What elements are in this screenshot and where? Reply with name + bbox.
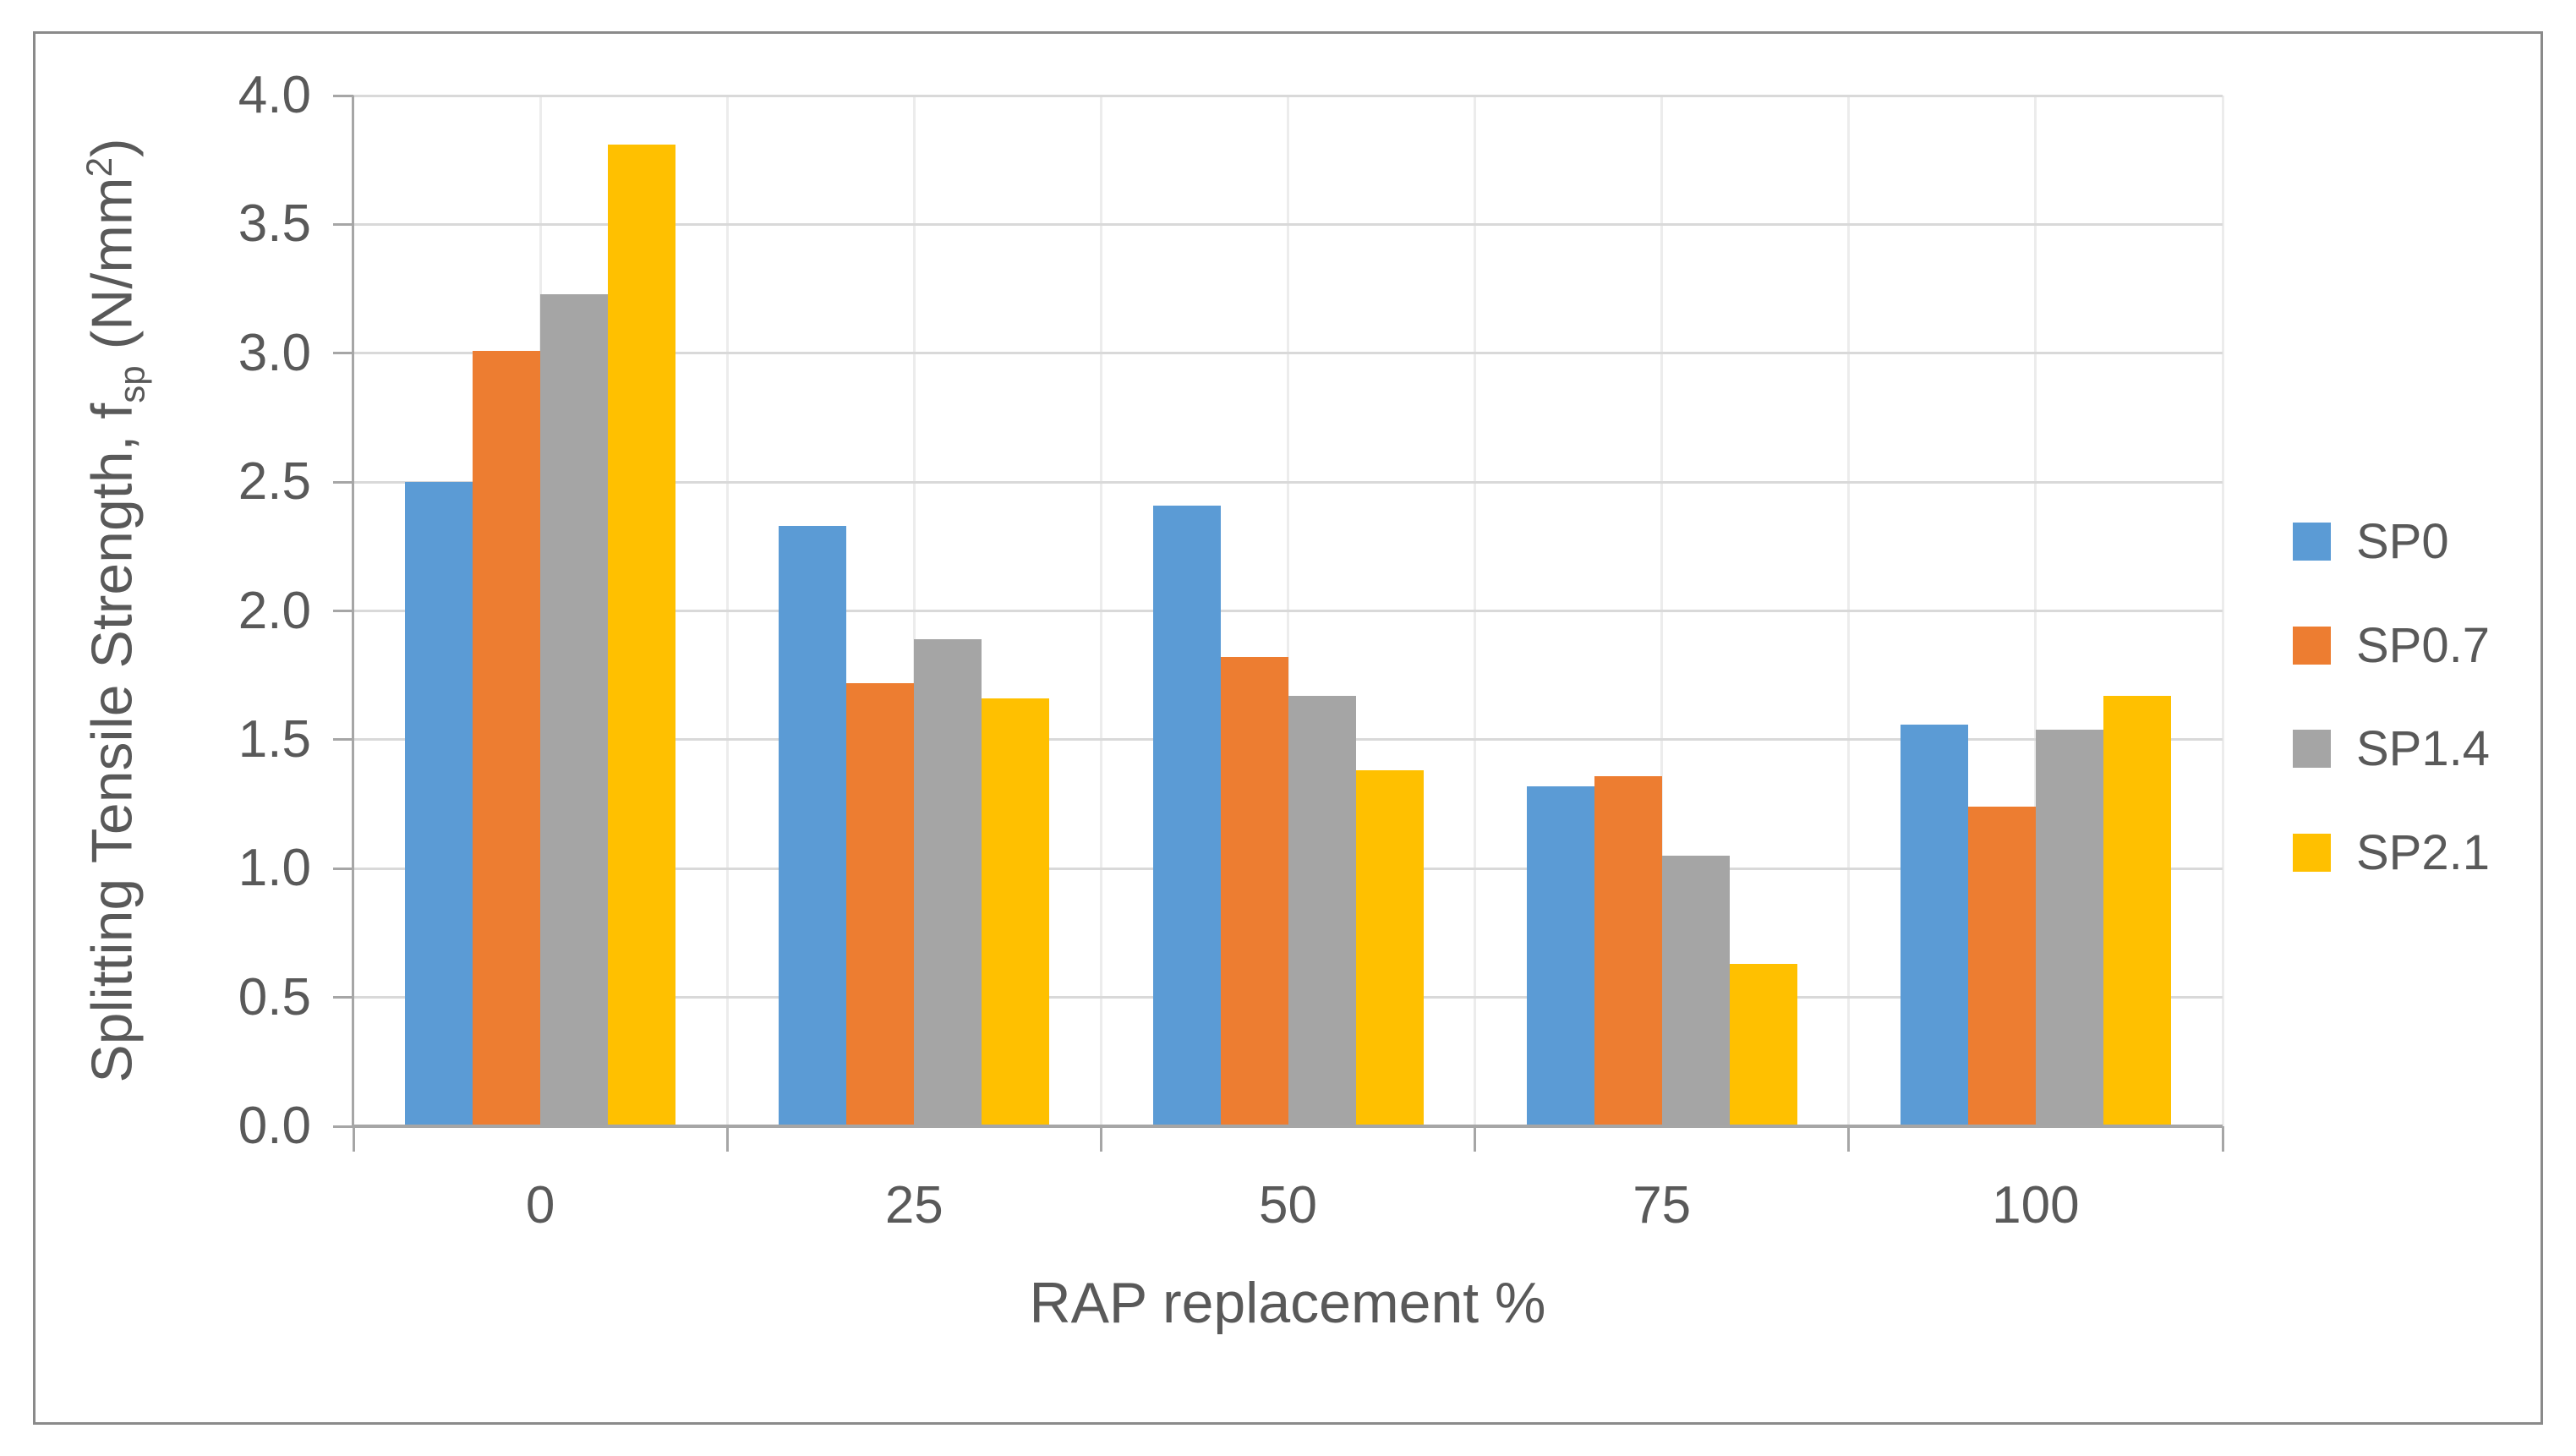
horizontal-gridline [353,480,2223,484]
y-tick-mark [333,352,353,355]
bar-SP2.1-0 [608,144,676,1126]
y-tick-label: 0.0 [238,1097,311,1155]
x-tick-label: 25 [884,1176,943,1234]
legend-item-SP0.7: SP0.7 [2293,617,2490,673]
y-tick-label: 4.0 [238,66,311,124]
bar-SP1.4-100 [2035,729,2103,1126]
x-tick-mark [1474,1126,1477,1152]
y-tick-label: 0.5 [238,967,311,1026]
bar-SP0.7-75 [1594,775,1662,1126]
bar-SP0-75 [1526,785,1594,1126]
y-axis-title-superscript: 2 [79,156,120,178]
legend-item-SP0: SP0 [2293,514,2449,569]
y-tick-label: 2.0 [238,581,311,640]
x-tick-mark [1099,1126,1102,1152]
y-axis-title-text: Splitting Tensile Strength, f [79,402,145,1083]
y-tick-mark [333,738,353,742]
y-tick-mark [333,94,353,97]
legend-swatch-SP0.7 [2293,626,2331,665]
legend-label-SP0: SP0 [2356,514,2449,569]
legend-label-SP2.1: SP2.1 [2356,824,2490,880]
x-axis-title: RAP replacement % [1029,1271,1546,1335]
y-axis-title: Splitting Tensile Strength, fsp (N/mm2) [79,138,153,1082]
bar-SP0.7-100 [1967,807,2036,1126]
bar-SP2.1-50 [1355,770,1424,1126]
bar-SP2.1-100 [2103,696,2171,1126]
y-tick-label: 3.5 [238,194,311,254]
y-tick-mark [333,996,353,999]
x-tick-mark [1847,1126,1851,1152]
horizontal-gridline [353,94,2223,97]
x-tick-mark [725,1126,729,1152]
bar-SP0-100 [1900,724,1968,1126]
bar-SP0.7-25 [846,682,915,1126]
bar-SP2.1-25 [982,698,1050,1126]
horizontal-gridline [353,222,2223,226]
y-axis-title-mid: (N/mm [79,177,145,366]
y-tick-mark [333,480,353,484]
legend-item-SP2.1: SP2.1 [2293,824,2490,880]
x-tick-label: 75 [1633,1176,1692,1234]
bar-SP1.4-75 [1661,856,1730,1126]
y-tick-mark [333,222,353,226]
y-tick-mark [333,1125,353,1128]
bar-SP0.7-50 [1220,657,1288,1126]
bar-SP1.4-25 [914,639,982,1126]
x-axis-line [353,1125,2223,1128]
bar-SP1.4-0 [540,293,609,1126]
y-tick-label: 1.5 [238,709,311,769]
legend-swatch-SP0 [2293,523,2331,561]
vertical-gridline [2221,96,2224,1126]
y-axis-title-suffix: ) [79,138,145,157]
y-tick-label: 2.5 [238,452,311,512]
bar-SP0.7-0 [473,350,541,1126]
y-tick-label: 3.0 [238,323,311,382]
bar-SP0-0 [405,482,473,1126]
legend-label-SP0.7: SP0.7 [2356,617,2490,673]
x-tick-label: 100 [1992,1176,2080,1234]
legend-swatch-SP2.1 [2293,833,2331,872]
bar-SP0-50 [1152,505,1221,1126]
bar-SP0-25 [779,525,847,1126]
legend-item-SP1.4: SP1.4 [2293,721,2490,776]
x-tick-label: 0 [525,1176,555,1234]
y-tick-mark [333,610,353,612]
legend-label-SP1.4: SP1.4 [2356,721,2490,776]
y-tick-mark [333,867,353,870]
x-tick-mark [352,1126,355,1152]
x-tick-label: 50 [1259,1176,1317,1234]
y-axis-title-subscript: sp [112,365,152,403]
horizontal-gridline [353,610,2223,612]
horizontal-gridline [353,352,2223,355]
bar-SP2.1-75 [1729,964,1797,1126]
bar-SP1.4-50 [1288,696,1356,1126]
x-tick-mark [2221,1126,2224,1152]
y-tick-label: 1.0 [238,839,311,898]
legend-swatch-SP1.4 [2293,730,2331,768]
